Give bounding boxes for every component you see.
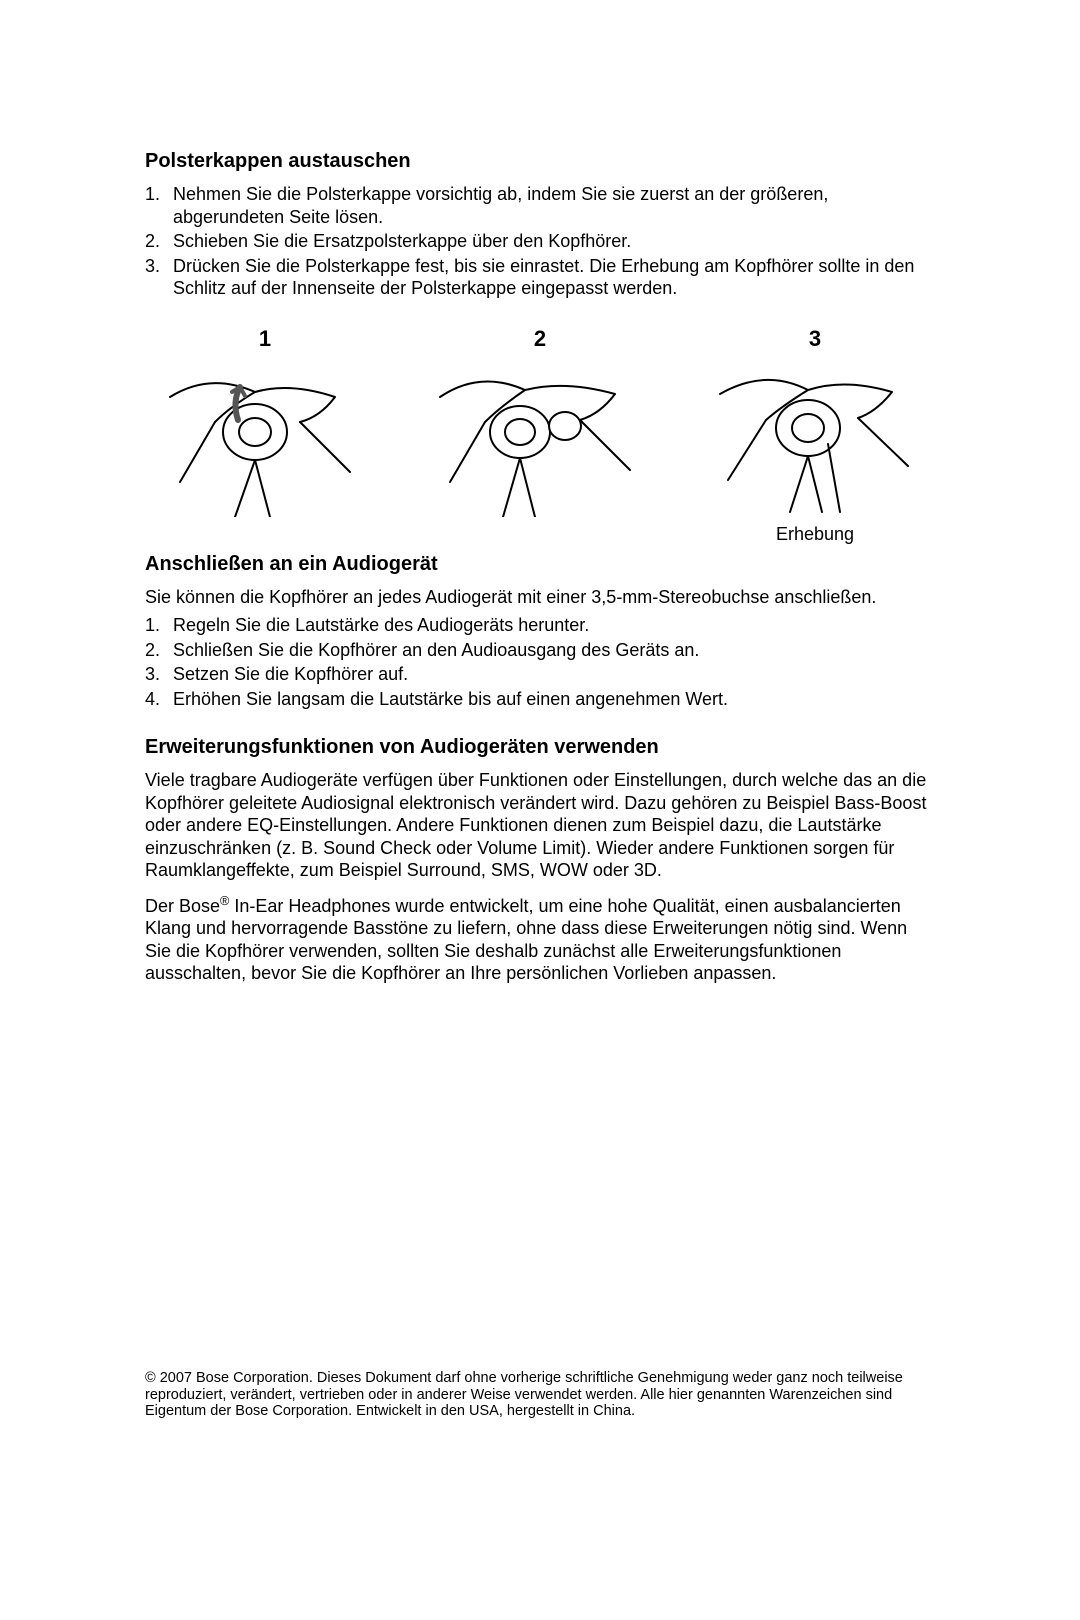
- para-3a: Viele tragbare Audiogeräte verfügen über…: [145, 769, 935, 882]
- section-enhancements: Erweiterungsfunktionen von Audiogeräten …: [145, 736, 935, 985]
- section-connect-audio: Anschließen an ein Audiogerät Sie können…: [145, 553, 935, 711]
- figure-1: 1: [145, 326, 385, 545]
- illustration-1: [160, 362, 370, 517]
- step: Schieben Sie die Ersatzpolsterkappe über…: [145, 230, 935, 253]
- para-3b-pre: Der Bose: [145, 896, 220, 916]
- copyright-notice: © 2007 Bose Corporation. Dieses Dokument…: [145, 1370, 935, 1420]
- step: Erhöhen Sie langsam die Lautstärke bis a…: [145, 688, 935, 711]
- figure-number: 2: [420, 326, 660, 352]
- registered-mark: ®: [220, 894, 229, 908]
- illustration-2: [435, 362, 645, 517]
- steps-2: Regeln Sie die Lautstärke des Audiogerät…: [145, 614, 935, 710]
- illustration-3: [710, 362, 920, 517]
- para-3b-post: In-Ear Headphones wurde entwickelt, um e…: [145, 896, 907, 984]
- figure-row: 1 2: [145, 326, 935, 545]
- heading-3: Erweiterungsfunktionen von Audiogeräten …: [145, 736, 935, 759]
- step: Drücken Sie die Polsterkappe fest, bis s…: [145, 255, 935, 300]
- para-3b: Der Bose® In-Ear Headphones wurde entwic…: [145, 894, 935, 985]
- figure-caption: Erhebung: [695, 524, 935, 545]
- heading-2: Anschließen an ein Audiogerät: [145, 553, 935, 576]
- figure-number: 3: [695, 326, 935, 352]
- heading-1: Polsterkappen austauschen: [145, 150, 935, 173]
- section-replace-cushions: Polsterkappen austauschen Nehmen Sie die…: [145, 150, 935, 300]
- step: Setzen Sie die Kopfhörer auf.: [145, 663, 935, 686]
- step: Nehmen Sie die Polsterkappe vorsichtig a…: [145, 183, 935, 228]
- intro-2: Sie können die Kopfhörer an jedes Audiog…: [145, 586, 935, 609]
- figure-number: 1: [145, 326, 385, 352]
- step: Regeln Sie die Lautstärke des Audiogerät…: [145, 614, 935, 637]
- steps-1: Nehmen Sie die Polsterkappe vorsichtig a…: [145, 183, 935, 300]
- figure-2: 2: [420, 326, 660, 545]
- figure-3: 3 Erhebung: [695, 326, 935, 545]
- step: Schließen Sie die Kopfhörer an den Audio…: [145, 639, 935, 662]
